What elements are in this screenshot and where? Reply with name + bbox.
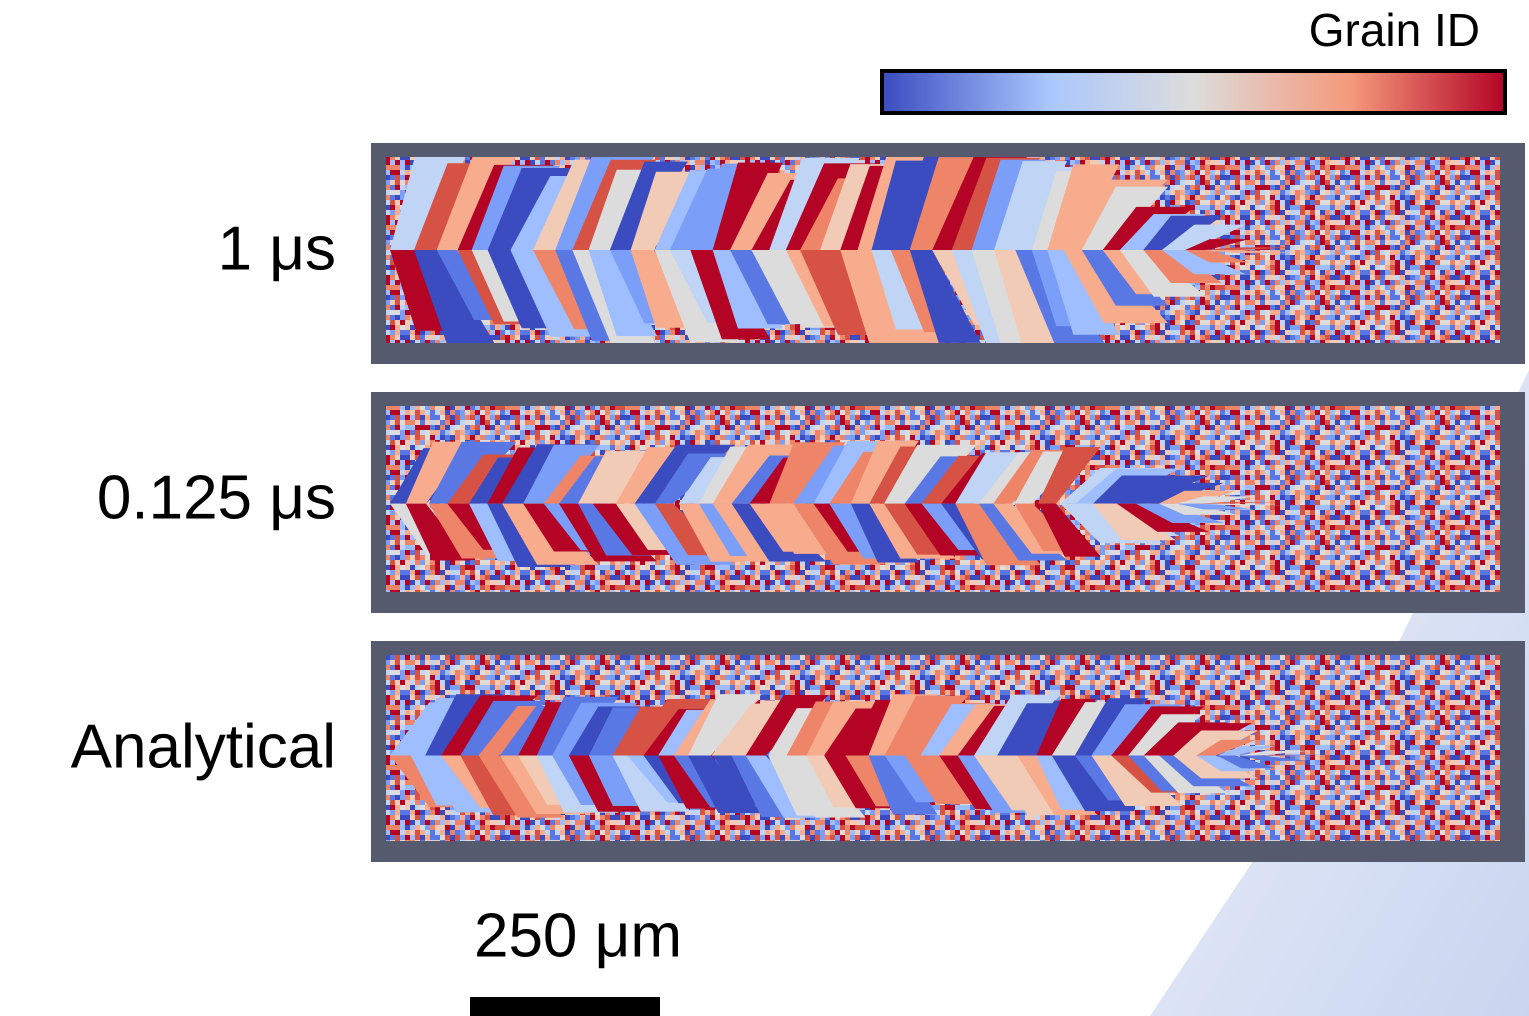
panel-label: 1 μs (218, 214, 336, 283)
panel-label: Analytical (71, 712, 336, 781)
colorbar (882, 71, 1505, 113)
page: Grain ID 1 μs0.125 μsAnalytical 250 μm (… (0, 0, 1529, 1016)
panel-label: 0.125 μs (97, 463, 336, 532)
scale-bar (470, 997, 660, 1016)
panels: 1 μs 0.125 μs Analytical (71, 143, 1525, 862)
scale-bar-label: 250 μm (474, 901, 682, 970)
grain-map (390, 152, 1293, 347)
figure: Grain ID 1 μs 0.125 μs Analytical 250 μm (0, 0, 1529, 1016)
colorbar-label: Grain ID (1309, 4, 1480, 56)
